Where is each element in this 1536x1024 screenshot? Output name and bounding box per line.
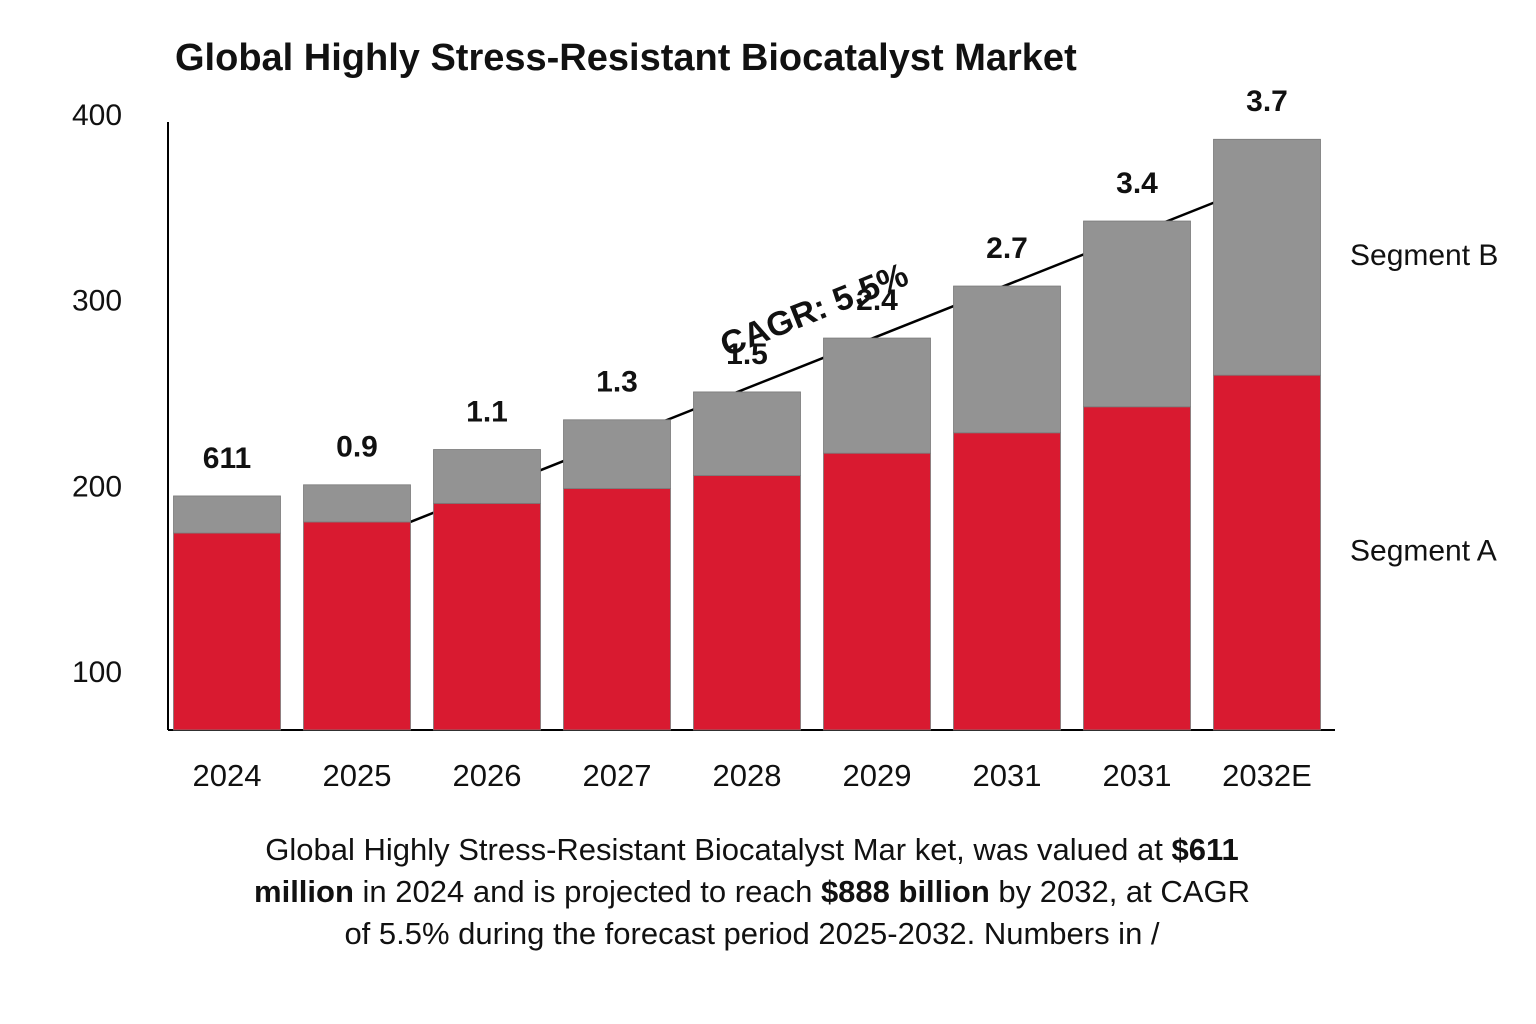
x-tick-label: 2028 — [713, 758, 782, 793]
bar-segment — [563, 419, 671, 489]
footnote-text: of 5.5% during the forecast period 2025-… — [344, 916, 1159, 951]
bar-segment — [823, 337, 931, 454]
y-tick-label: 100 — [72, 656, 122, 689]
x-tick-label: 2029 — [843, 758, 912, 793]
total-label: 1.1 — [466, 395, 508, 428]
chart-title: Global Highly Stress-Resistant Biocataly… — [175, 37, 1077, 79]
y-tick-label: 300 — [72, 285, 122, 318]
bar-segment — [693, 475, 801, 731]
bar-segment — [1213, 138, 1321, 376]
x-tick-label: 2027 — [583, 758, 652, 793]
total-label: 3.7 — [1246, 85, 1288, 118]
footnote-text: $611 — [1172, 832, 1239, 867]
bar-segment — [1213, 374, 1321, 731]
total-label: 2.7 — [986, 232, 1028, 265]
bar-segment — [823, 452, 931, 731]
footnote-line: of 5.5% during the forecast period 2025-… — [344, 916, 1159, 951]
footnote-text: million — [254, 874, 354, 909]
legend-label: Segment A — [1350, 535, 1497, 568]
x-tick-label: 2031 — [973, 758, 1042, 793]
footnote-line: million in 2024 and is projected to reac… — [254, 874, 1250, 909]
footnote-text: Global Highly Stress-Resistant Biocataly… — [265, 832, 1171, 867]
bar-segment — [1083, 220, 1191, 408]
bar-segment — [563, 488, 671, 731]
y-tick-label: 200 — [72, 470, 122, 503]
bar-segment — [433, 502, 541, 731]
footnote-text: by 2032, at CAGR — [990, 874, 1250, 909]
bar-segment — [303, 521, 411, 731]
total-label: 0.9 — [336, 431, 378, 464]
total-label: 1.5 — [726, 338, 768, 371]
total-label: 3.4 — [1116, 167, 1158, 200]
footnote-text: $888 billion — [821, 874, 990, 909]
x-tick-label: 2025 — [323, 758, 392, 793]
bar-segment — [173, 495, 281, 534]
x-tick-label: 2031 — [1103, 758, 1172, 793]
bar-segment — [303, 484, 411, 523]
bar-segment — [953, 432, 1061, 731]
bar-segment — [433, 449, 541, 504]
total-label: 2.4 — [856, 284, 898, 317]
legend-label: Segment B — [1350, 239, 1498, 272]
footnote-text: in 2024 and is projected to reach — [354, 874, 821, 909]
footnote-line: Global Highly Stress-Resistant Biocataly… — [265, 832, 1239, 867]
y-tick-label: 400 — [72, 99, 122, 132]
x-tick-label: 2032E — [1222, 758, 1312, 793]
total-label: 611 — [203, 442, 251, 475]
bar-segment — [1083, 406, 1191, 731]
bar-segment — [173, 532, 281, 731]
bar-segment — [953, 285, 1061, 434]
x-tick-label: 2026 — [453, 758, 522, 793]
bar-segment — [693, 391, 801, 476]
x-tick-label: 2024 — [193, 758, 262, 793]
total-label: 1.3 — [596, 366, 638, 399]
